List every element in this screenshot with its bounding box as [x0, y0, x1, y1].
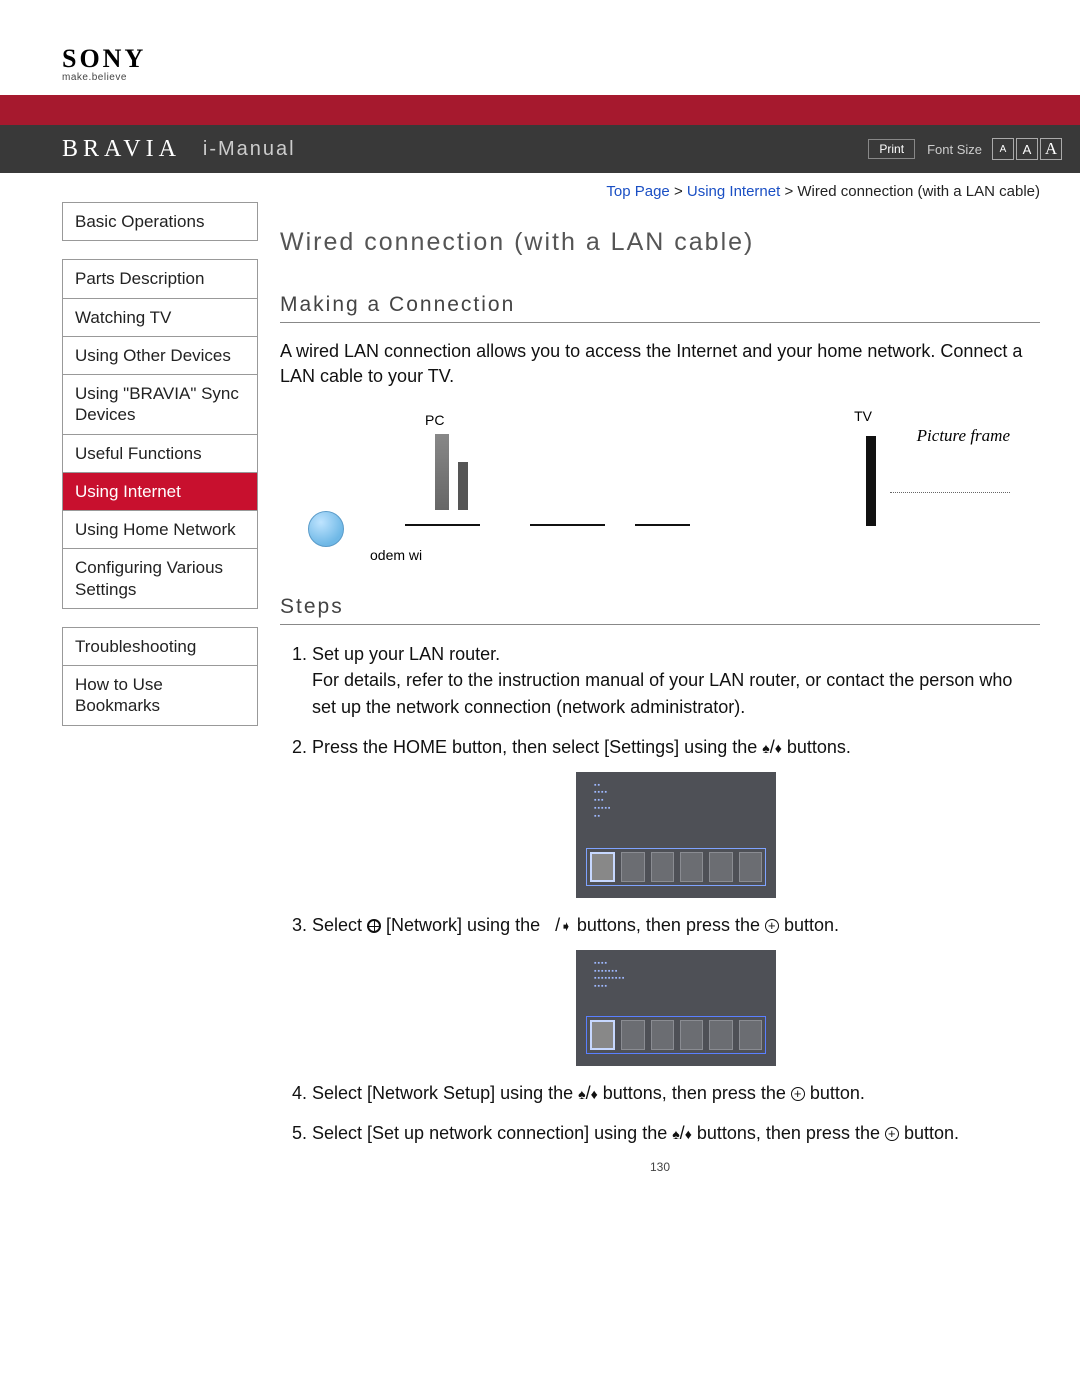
down-arrow-icon: ♦ [775, 738, 782, 758]
sidebar-item-useful-functions[interactable]: Useful Functions [62, 434, 258, 472]
intro-paragraph: A wired LAN connection allows you to acc… [280, 339, 1040, 389]
pc-tower-icon [435, 434, 449, 510]
sidebar-item-using-internet[interactable]: Using Internet [62, 472, 258, 510]
enter-icon [885, 1127, 899, 1141]
imanual-label: i-Manual [203, 138, 296, 161]
enter-icon [791, 1087, 805, 1101]
connection-diagram: PC TV Picture frame odem wi [280, 405, 1040, 567]
sidebar-item-watching-tv[interactable]: Watching TV [62, 298, 258, 336]
diagram-pc-label: PC [425, 412, 444, 428]
steps-list: Set up your LAN router. For details, ref… [280, 641, 1040, 1146]
accent-bar [0, 95, 1080, 125]
enter-icon [765, 919, 779, 933]
print-button[interactable]: Print [868, 139, 915, 159]
main-content: Top Page > Using Internet > Wired connec… [258, 183, 1040, 1174]
sidebar-item-using-bravia-sync-devices[interactable]: Using "BRAVIA" Sync Devices [62, 374, 258, 434]
step-1: Set up your LAN router. For details, ref… [312, 641, 1040, 719]
sidebar-item-configuring-various-settings[interactable]: Configuring Various Settings [62, 548, 258, 609]
breadcrumb-top-link[interactable]: Top Page [606, 183, 669, 200]
up-arrow-icon: ♠ [762, 738, 769, 758]
breadcrumb: Top Page > Using Internet > Wired connec… [280, 183, 1040, 200]
sidebar-item-using-home-network[interactable]: Using Home Network [62, 510, 258, 548]
down-arrow-icon: ♦ [685, 1124, 692, 1144]
breadcrumb-category-link[interactable]: Using Internet [687, 183, 780, 200]
brand-header: SONY make.believe [0, 34, 1080, 95]
sidebar-item-basic-operations[interactable]: Basic Operations [62, 202, 258, 241]
right-arrow-icon: ➧ [560, 916, 572, 936]
step-3: Select [Network] using the /➧ buttons, t… [312, 912, 1040, 1066]
step-2: Press the HOME button, then select [Sett… [312, 734, 1040, 898]
network-icon [367, 919, 381, 933]
page-title: Wired connection (with a LAN cable) [280, 228, 1040, 257]
pc-monitor-icon [458, 462, 468, 510]
page-number: 130 [280, 1160, 1040, 1174]
font-size-medium-button[interactable]: A [1016, 138, 1038, 160]
diagram-modem-label: odem wi [370, 547, 422, 563]
diagram-tv-label: TV [854, 408, 872, 424]
step-2-screenshot: ▪▪▪▪▪▪▪▪▪▪▪▪▪▪▪▪ [576, 772, 776, 898]
section-making-connection: Making a Connection [280, 293, 1040, 323]
sony-logo: SONY [62, 44, 1080, 74]
breadcrumb-current: Wired connection (with a LAN cable) [797, 183, 1040, 200]
font-size-small-button[interactable]: A [992, 138, 1014, 160]
step-4: Select [Network Setup] using the ♠/♦ but… [312, 1080, 1040, 1106]
sidebar-item-troubleshooting[interactable]: Troubleshooting [62, 627, 258, 665]
diagram-picture-frame-label: Picture frame [917, 426, 1010, 446]
section-steps: Steps [280, 595, 1040, 625]
sidebar-item-parts-description[interactable]: Parts Description [62, 259, 258, 297]
sony-tagline: make.believe [62, 72, 1080, 83]
bravia-label: BRAVIA [62, 136, 181, 163]
font-size-large-button[interactable]: A [1040, 138, 1062, 160]
tv-icon [866, 436, 876, 526]
globe-icon [308, 511, 344, 547]
step-3-screenshot: ▪▪▪▪▪▪▪▪▪▪▪▪▪▪▪▪▪▪▪▪▪▪▪▪ [576, 950, 776, 1066]
up-arrow-icon: ♠ [672, 1124, 679, 1144]
down-arrow-icon: ♦ [591, 1084, 598, 1104]
step-5: Select [Set up network connection] using… [312, 1120, 1040, 1146]
sidebar-item-using-other-devices[interactable]: Using Other Devices [62, 336, 258, 374]
sidebar-item-how-to-use-bookmarks[interactable]: How to Use Bookmarks [62, 665, 258, 726]
title-bar: BRAVIA i-Manual Print Font Size A A A [0, 125, 1080, 173]
font-size-label: Font Size [927, 142, 982, 157]
up-arrow-icon: ♠ [578, 1084, 585, 1104]
sidebar-nav: Basic Operations Parts DescriptionWatchi… [62, 202, 258, 1174]
